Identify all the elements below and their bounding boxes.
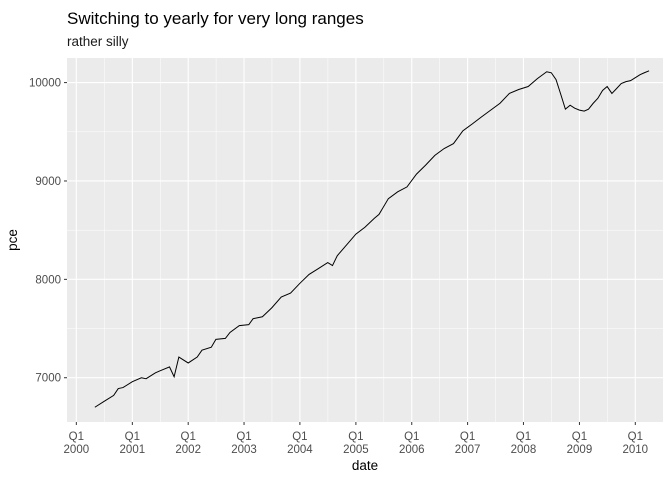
pce-series-line <box>94 70 650 408</box>
y-tick-label: 9000 <box>35 176 61 188</box>
x-tick-label: Q1 2008 <box>511 431 537 456</box>
x-tick-label: Q1 2009 <box>567 431 593 456</box>
grid-major <box>67 58 663 422</box>
x-tick-label: Q1 2000 <box>64 431 90 456</box>
x-tick-label: Q1 2005 <box>343 431 369 456</box>
x-tick-label: Q1 2010 <box>623 431 649 456</box>
x-tick-label: Q1 2001 <box>120 431 146 456</box>
y-tick-label: 10000 <box>29 78 61 90</box>
x-tick-label: Q1 2004 <box>287 431 313 456</box>
y-tick-label: 7000 <box>35 373 61 385</box>
y-axis: 7000 8000 9000 10000 <box>29 78 67 385</box>
x-tick-label: Q1 2006 <box>399 431 425 456</box>
x-tick-label: Q1 2002 <box>175 431 201 456</box>
x-axis: Q1 2000 Q1 2001 Q1 2002 Q1 2003 Q1 2004 Q1 2005 Q1 20… <box>64 422 649 456</box>
plot-panel <box>67 58 663 422</box>
y-tick-label: 8000 <box>35 274 61 286</box>
x-tick-label: Q1 2003 <box>231 431 257 456</box>
x-tick-label: Q1 2007 <box>455 431 481 456</box>
y-axis-title: pce <box>5 229 20 251</box>
grid-minor <box>67 58 663 422</box>
x-axis-title: date <box>352 458 378 473</box>
chart-subtitle: rather silly <box>67 34 129 49</box>
chart-title: Switching to yearly for very long ranges <box>67 9 364 28</box>
